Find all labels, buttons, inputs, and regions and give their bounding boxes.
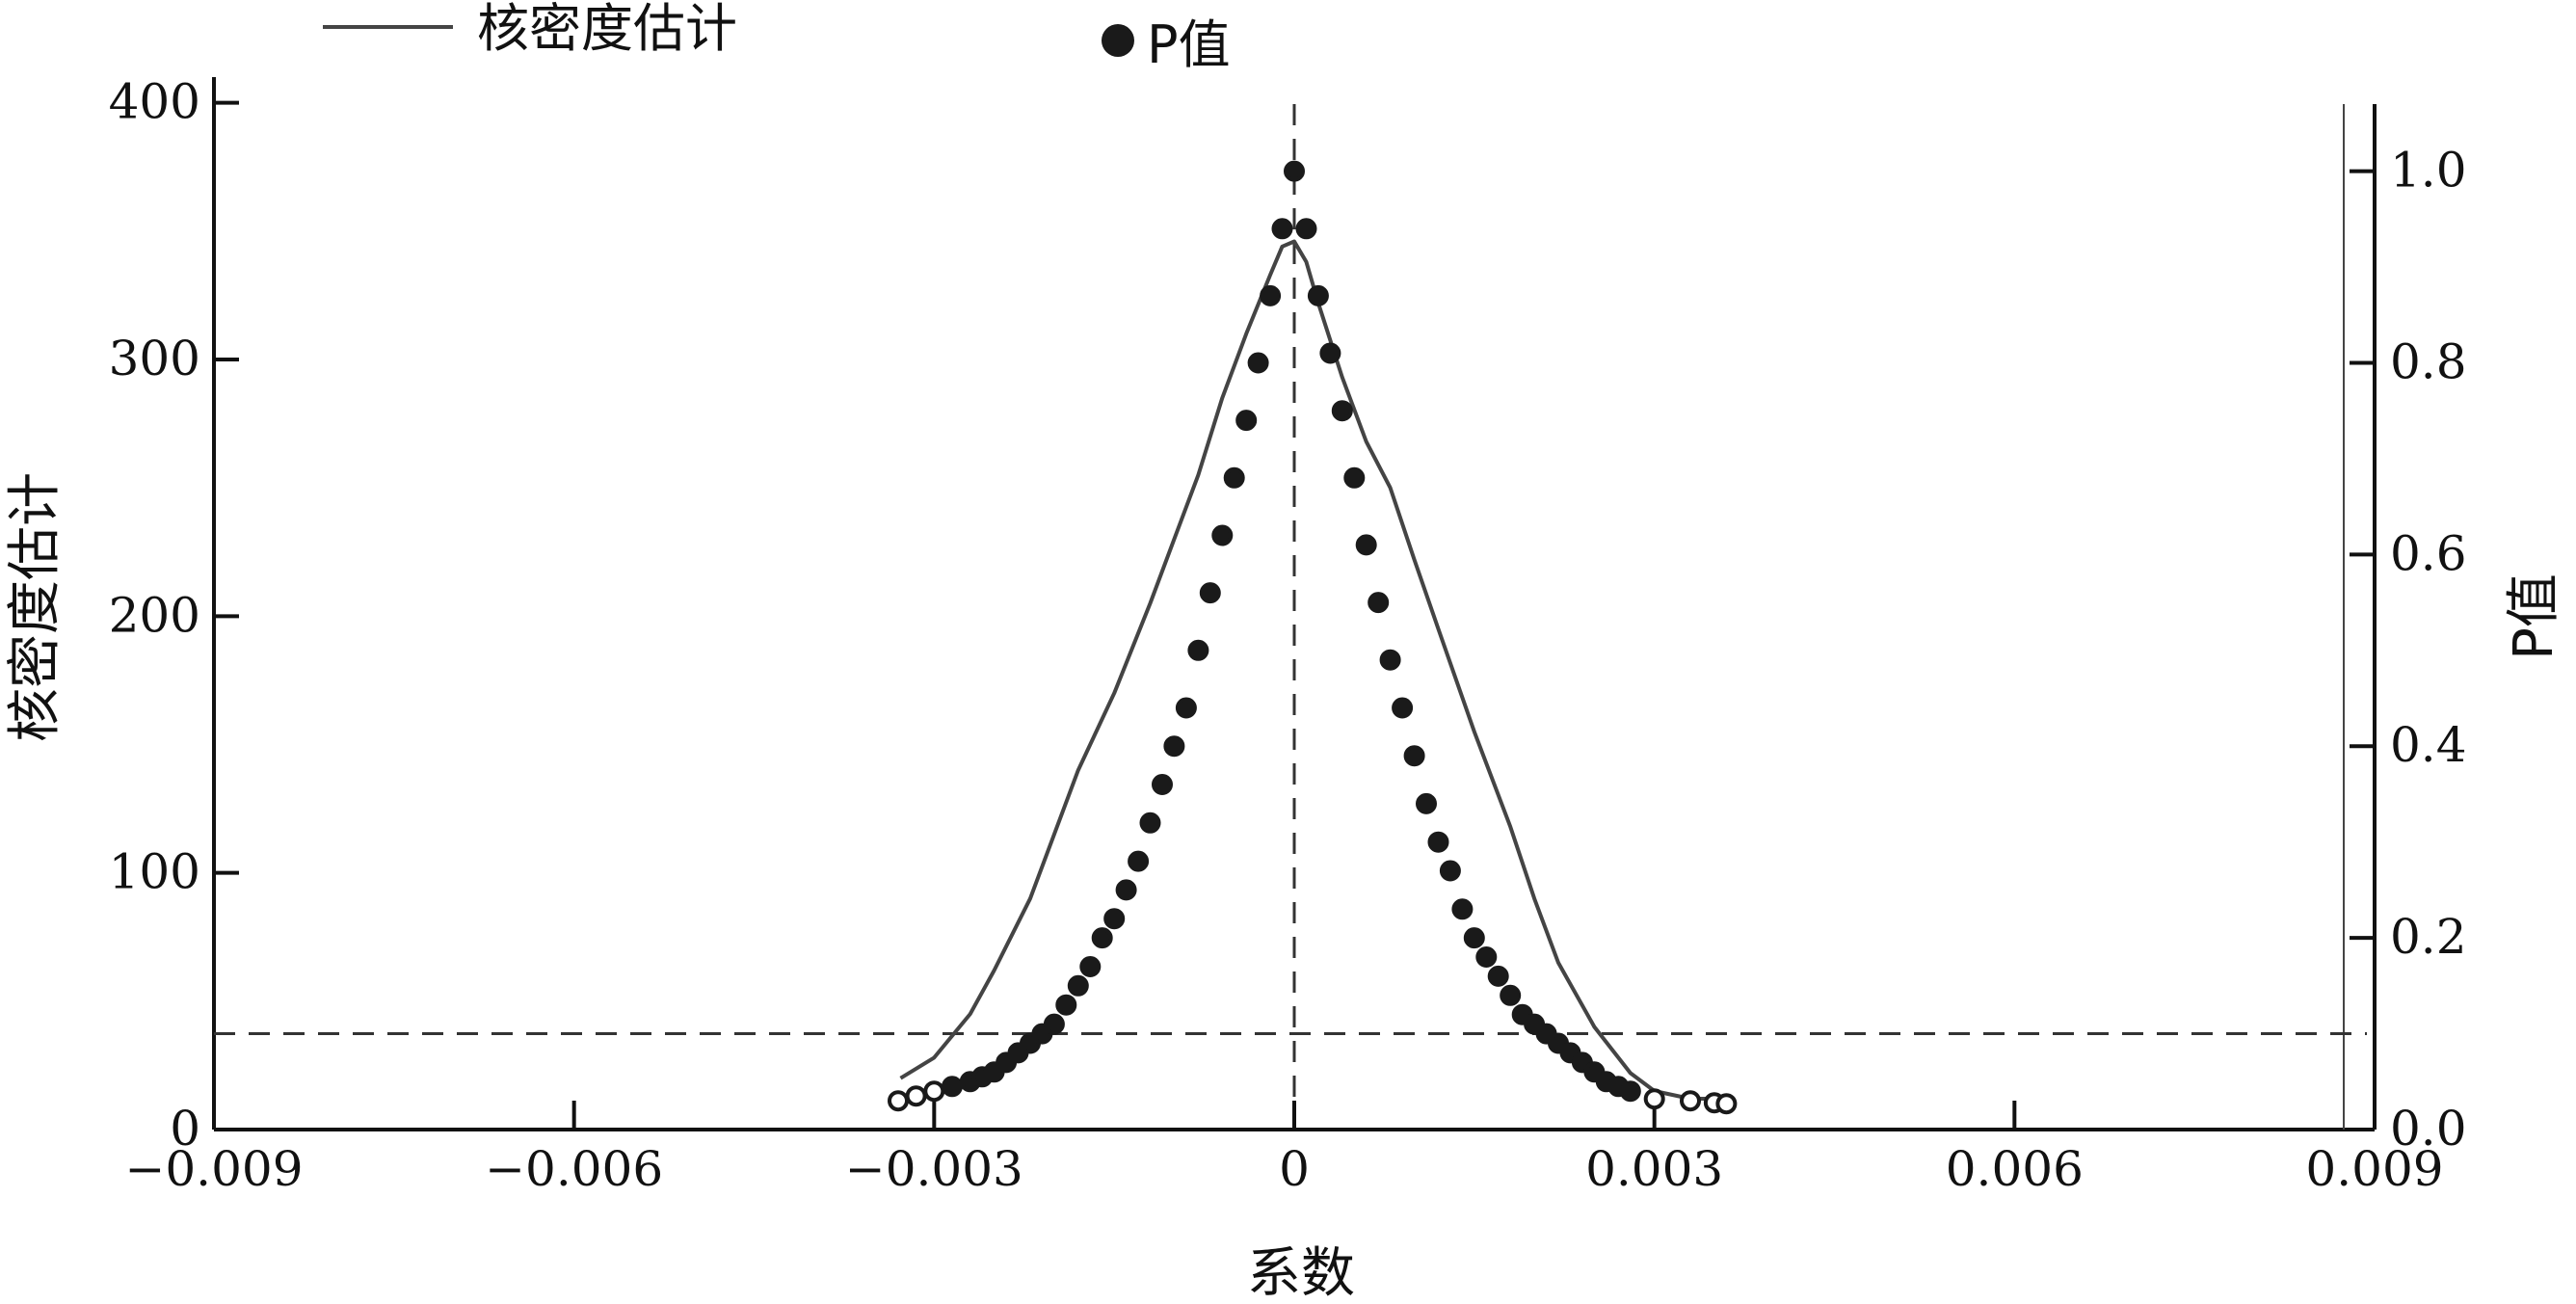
- reference-lines: [214, 104, 2367, 1130]
- y-tick-label: 400: [109, 74, 200, 130]
- pvalue-point: [1379, 649, 1401, 671]
- pvalue-point: [1368, 592, 1390, 614]
- y2-ticks: 0.0 0.2 0.4 0.6 0.8 1.0: [2350, 143, 2467, 1157]
- pvalue-point: [1079, 956, 1102, 977]
- pvalue-point: [1500, 984, 1522, 1006]
- pvalue-point: [1223, 466, 1245, 489]
- pvalue-point: [1284, 160, 1305, 182]
- pvalue-point: [1211, 524, 1234, 546]
- y-ticks: 0 100 200 300 400: [109, 74, 239, 1157]
- x-tick-label: −0.003: [845, 1141, 1023, 1197]
- legend-pvalue-marker: [1102, 24, 1134, 57]
- pvalue-point: [1680, 1090, 1701, 1112]
- y2-tick-label: 0.6: [2390, 525, 2467, 581]
- pvalue-point: [1163, 735, 1185, 758]
- pvalue-point: [1643, 1088, 1665, 1110]
- pvalue-point: [1067, 974, 1089, 997]
- pvalue-point: [1343, 466, 1366, 489]
- x-tick-label: −0.009: [124, 1141, 303, 1197]
- pvalue-point: [1199, 582, 1221, 604]
- pvalue-point: [1152, 774, 1173, 795]
- pvalue-point: [1416, 792, 1437, 814]
- pvalue-point: [1355, 534, 1377, 556]
- x-tick-label: 0.003: [1585, 1141, 1723, 1197]
- pvalue-point: [1307, 284, 1329, 306]
- x-tick-label: −0.006: [485, 1141, 663, 1197]
- pvalue-point: [1091, 927, 1113, 949]
- pvalue-point: [1439, 860, 1461, 882]
- pvalue-point: [1403, 745, 1425, 767]
- pvalue-point: [1319, 342, 1341, 364]
- y2-tick-label: 0.8: [2390, 333, 2467, 389]
- pvalue-point: [1187, 639, 1209, 661]
- pvalue-point: [1475, 946, 1498, 968]
- pvalue-point: [1055, 994, 1077, 1016]
- y-tick-label: 300: [109, 331, 200, 386]
- pvalue-point: [1427, 831, 1449, 853]
- y-tick-label: 200: [109, 587, 200, 643]
- y-axis-title: 核密度估计: [4, 472, 66, 742]
- pvalue-point: [1619, 1080, 1641, 1103]
- pvalue-point: [1115, 879, 1137, 901]
- pvalue-point: [1128, 850, 1150, 872]
- pvalue-point: [905, 1085, 927, 1107]
- pvalue-point: [923, 1080, 945, 1103]
- pvalue-point: [1392, 697, 1414, 719]
- pvalue-point: [1331, 400, 1353, 422]
- x-tick-label: 0: [1279, 1141, 1310, 1197]
- series-kde: [899, 239, 1727, 1101]
- pvalue-point: [1139, 812, 1161, 834]
- y-tick-label: 0: [170, 1101, 200, 1157]
- pvalue-point: [1295, 218, 1317, 240]
- legend-pvalue-label: P值: [1147, 14, 1231, 75]
- x-axis-title: 系数: [1247, 1242, 1355, 1304]
- x-tick-label: 0.009: [2305, 1141, 2443, 1197]
- series-pvalue: [888, 160, 1738, 1115]
- pvalue-point: [1247, 352, 1269, 374]
- pvalue-point: [1463, 927, 1485, 949]
- pvalue-point: [942, 1076, 963, 1098]
- y-tick-label: 100: [109, 844, 200, 900]
- kde-line: [899, 239, 1727, 1101]
- pvalue-point: [1175, 697, 1197, 719]
- pvalue-point: [1271, 218, 1293, 240]
- legend: 核密度估计 P值: [323, 0, 1231, 75]
- pvalue-point: [1715, 1093, 1738, 1115]
- pvalue-point: [1451, 898, 1474, 920]
- pvalue-point: [1103, 908, 1126, 930]
- y2-tick-label: 0.4: [2390, 717, 2467, 773]
- pvalue-point: [1487, 965, 1509, 987]
- pvalue-point: [888, 1090, 909, 1112]
- legend-kde-label: 核密度估计: [477, 0, 737, 59]
- pvalue-point: [1043, 1013, 1065, 1035]
- pvalue-point: [1235, 410, 1258, 432]
- x-ticks: −0.009 −0.006 −0.003 0 0.003 0.006 0.009: [124, 1101, 2444, 1197]
- y2-axis-title: P值: [2503, 573, 2565, 660]
- y2-tick-label: 0.0: [2390, 1101, 2467, 1157]
- x-tick-label: 0.006: [1946, 1141, 2084, 1197]
- pvalue-point: [1260, 284, 1282, 306]
- y2-tick-label: 0.2: [2390, 909, 2467, 965]
- y2-tick-label: 1.0: [2390, 143, 2467, 199]
